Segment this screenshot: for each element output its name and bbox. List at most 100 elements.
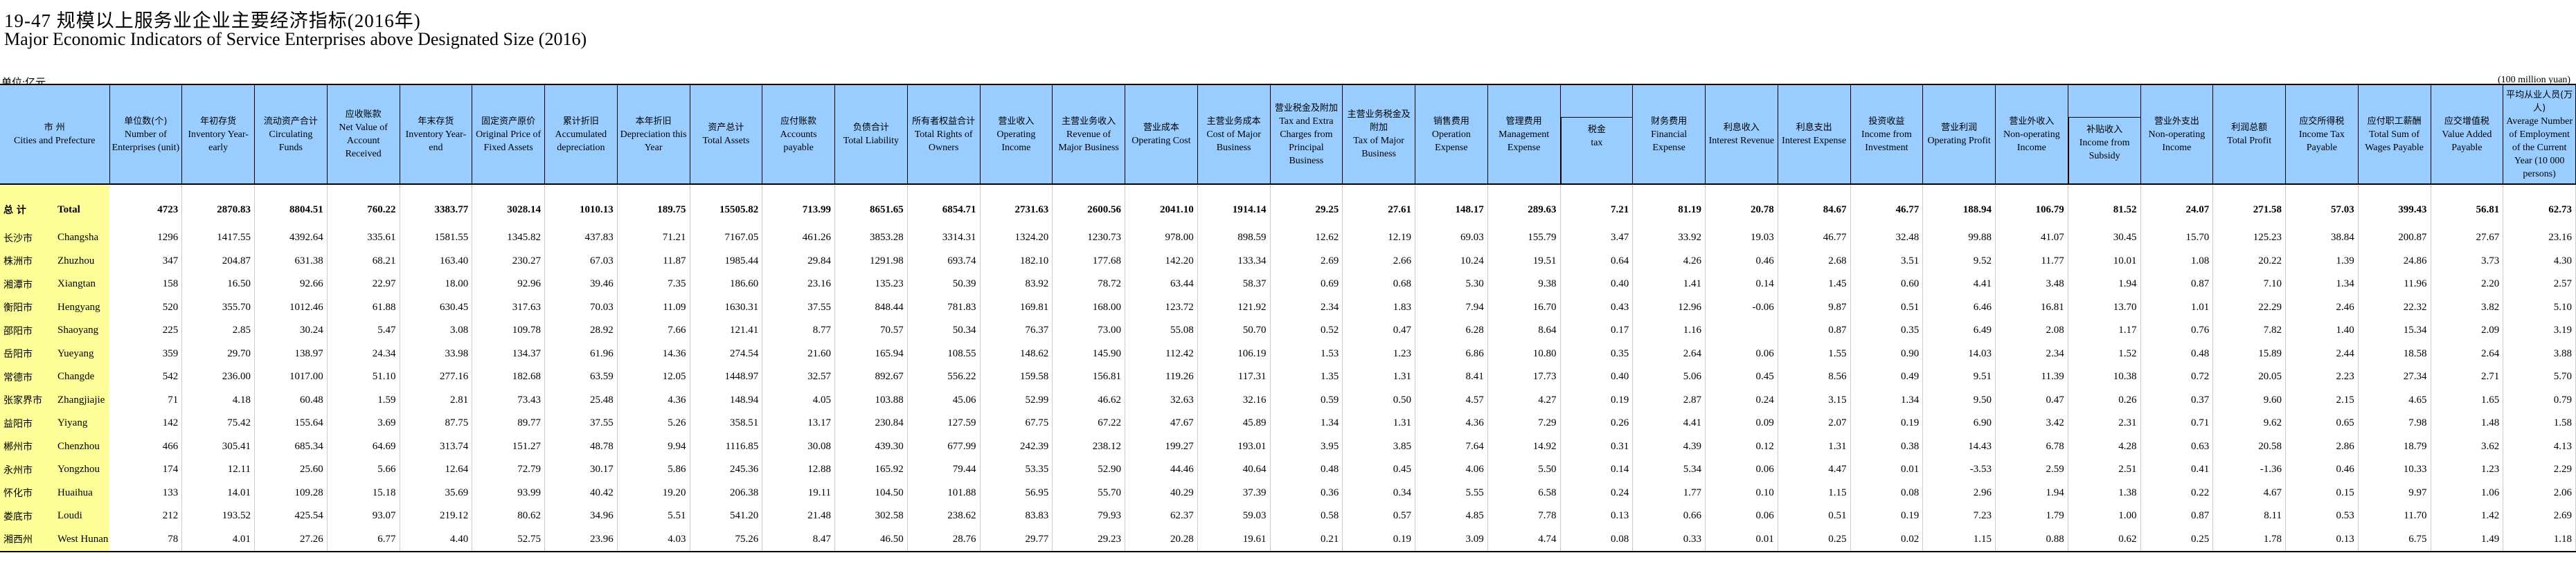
- table-cell: 0.19: [1560, 388, 1634, 412]
- table-cell: 20.78: [1705, 193, 1778, 226]
- table-cell: 155.64: [254, 412, 328, 435]
- table-body: 总 计 Total 4723 2870.83 8804.51 760.22 3383.77 3…: [0, 184, 2576, 552]
- table-cell: 0.10: [1705, 481, 1778, 505]
- table-cell: 274.54: [690, 342, 763, 365]
- header-en: Cities and Prefecture: [14, 136, 96, 146]
- table-cell: 277.16: [400, 365, 473, 389]
- table-cell: 4.40: [400, 527, 473, 552]
- table-cell: 62.37: [1125, 505, 1198, 528]
- table-cell: 48.78: [544, 435, 618, 458]
- table-cell: 0.06: [1705, 458, 1778, 482]
- table-cell: 7.66: [617, 319, 690, 343]
- table-cell: 29.23: [1052, 527, 1125, 552]
- table-cell: 16.81: [1995, 296, 2068, 319]
- header-en: Total Assets: [702, 136, 750, 146]
- table-cell: 17.73: [1487, 365, 1561, 389]
- table-cell: 6854.71: [907, 193, 981, 226]
- table-cell: 32.16: [1197, 388, 1271, 412]
- header-en: Financial Expense: [1651, 129, 1688, 153]
- table-cell: 106.79: [1995, 193, 2068, 226]
- table-cell: 2.87: [1632, 388, 1706, 412]
- table-cell: 1.23: [1342, 342, 1415, 365]
- table-cell: 109.28: [254, 481, 328, 505]
- table-row: 岳阳市 Yueyang 359 29.70 138.97 24.34 33.98 134.37…: [0, 342, 2576, 365]
- table-cell: 123.72: [1125, 296, 1198, 319]
- table-cell: 2.96: [1922, 481, 1996, 505]
- table-cell: 0.17: [1560, 319, 1634, 343]
- table-cell: 12.05: [617, 365, 690, 389]
- table-cell: 1.00: [2068, 505, 2141, 528]
- table-cell: 1.52: [2068, 342, 2141, 365]
- table-cell: 4392.64: [254, 226, 328, 250]
- table-cell: 57.03: [2285, 193, 2359, 226]
- header-cn: 营业利润: [1941, 123, 1978, 133]
- table-cell: 3.15: [1778, 388, 1851, 412]
- table-cell: 1581.55: [400, 226, 473, 250]
- table-cell: 4.18: [181, 388, 255, 412]
- table-cell: 84.67: [1778, 193, 1851, 226]
- city-name-cn: 衡阳市: [0, 296, 54, 319]
- table-cell: 27.26: [254, 527, 328, 552]
- table-cell: 18.00: [400, 273, 473, 296]
- table-cell: 0.06: [1705, 505, 1778, 528]
- table-cell: 7.82: [2212, 319, 2286, 343]
- table-cell: 20.28: [1125, 527, 1198, 552]
- table-cell: 0.47: [1995, 388, 2068, 412]
- table-cell: 760.22: [327, 193, 400, 226]
- table-cell: 169.81: [980, 296, 1053, 319]
- table-cell: 5.34: [1632, 458, 1706, 482]
- table-cell: 148.62: [980, 342, 1053, 365]
- table-cell: 1448.97: [690, 365, 763, 389]
- table-row: 衡阳市 Hengyang 520 355.70 1012.46 61.88 630.45 31…: [0, 296, 2576, 319]
- table-cell: 0.65: [2285, 412, 2359, 435]
- header-cn: 资产总计: [708, 123, 744, 133]
- table-cell: 52.99: [980, 388, 1053, 412]
- header-col-11: 负债合计 Total Liability: [834, 84, 908, 185]
- table-row: 株洲市 Zhuzhou 347 204.87 631.38 68.21 163.40 230.…: [0, 249, 2576, 273]
- header-cn: 营业收入: [998, 116, 1035, 127]
- header-cn: 主营业务成本: [1206, 116, 1261, 127]
- table-cell: 1.23: [2431, 458, 2504, 482]
- table-cell: 5.30: [1415, 273, 1488, 296]
- table-cell: 1.17: [2068, 319, 2141, 343]
- table-row: 益阳市 Yiyang 142 75.42 155.64 3.69 87.75 89.77 37.…: [0, 412, 2576, 435]
- table-cell: 4.28: [2068, 435, 2141, 458]
- header-en: Average Number of Employment of the Curr…: [2506, 116, 2573, 179]
- table-cell: 22.97: [327, 273, 400, 296]
- table-cell: 313.74: [400, 435, 473, 458]
- header-en: Inventory Year-early: [188, 129, 249, 153]
- table-cell: 0.33: [1632, 527, 1706, 552]
- table-cell: 1.58: [2503, 412, 2576, 435]
- table-cell: 2870.83: [181, 193, 255, 226]
- header-en: Total Sum of Wages Payable: [2365, 129, 2424, 153]
- header-col-16: 主营业务成本 Cost of Major Business: [1197, 84, 1271, 185]
- table-cell: 2.69: [1270, 249, 1343, 273]
- header-col-12: 所有者权益合计 Total Rights of Owners: [907, 84, 981, 185]
- header-cn: 营业外收入: [2009, 116, 2055, 127]
- table-cell: 112.42: [1125, 342, 1198, 365]
- table-cell: 3383.77: [400, 193, 473, 226]
- table-cell: 29.25: [1270, 193, 1343, 226]
- table-cell: 7.78: [1487, 505, 1561, 528]
- table-cell: 0.31: [1560, 435, 1634, 458]
- table-cell: 4.13: [2503, 435, 2576, 458]
- table-cell: 68.21: [327, 249, 400, 273]
- table-cell: 1.34: [1270, 412, 1343, 435]
- table-cell: 174: [109, 458, 183, 482]
- table-cell: 630.45: [400, 296, 473, 319]
- table-cell: 5.50: [1487, 458, 1561, 482]
- city-name-en: West Hunan: [54, 527, 109, 552]
- table-cell: 0.45: [1342, 458, 1415, 482]
- table-cell: 335.61: [327, 226, 400, 250]
- header-col-14: 主营业务收入 Revenue of Major Business: [1052, 84, 1125, 185]
- table-cell: 29.70: [181, 342, 255, 365]
- header-col-15: 营业成本 Operating Cost: [1125, 84, 1198, 185]
- table-cell: 0.13: [2285, 527, 2359, 552]
- table-cell: 39.46: [544, 273, 618, 296]
- table-cell: 230.84: [834, 412, 908, 435]
- header-en: Management Expense: [1499, 129, 1550, 153]
- table-cell: 27.67: [2431, 226, 2504, 250]
- indicators-table: 市 州 Cities and Prefecture 单位数(个) Number of …: [0, 84, 2576, 552]
- table-cell: 46.50: [834, 527, 908, 552]
- table-cell: 10.01: [2068, 249, 2141, 273]
